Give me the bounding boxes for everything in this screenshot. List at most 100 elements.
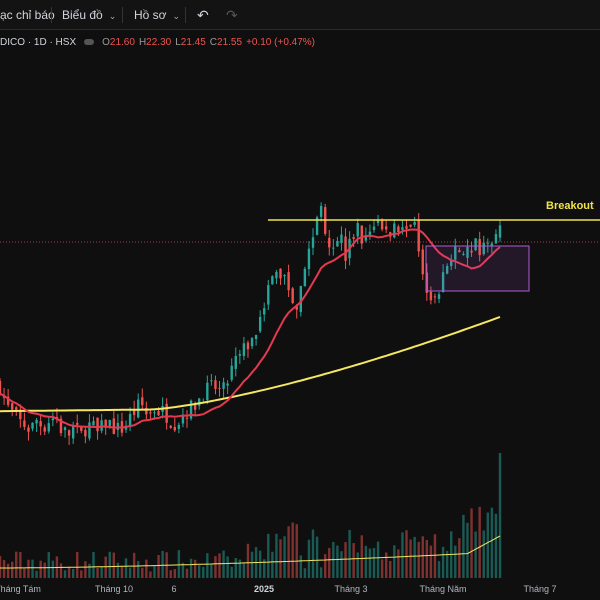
volume-bar [210,564,213,578]
volume-bar [417,541,420,578]
volume-bar [120,566,124,578]
volume-bar [149,571,152,578]
candle-body [429,291,433,301]
candle-body [470,250,473,253]
volume-bar [193,559,197,578]
volume-bar [393,545,396,578]
volume-bar [478,506,481,578]
candle-body [250,338,254,347]
volume-bar [202,566,205,578]
volume-bar [161,550,164,578]
volume-bar [153,565,156,578]
candle-body [409,224,412,227]
candle-body [6,396,10,405]
time-axis: Tháng Tám Tháng 10 6 2025 Tháng 3 Tháng … [0,578,600,600]
volume-bar [287,526,290,578]
volume-bar [71,568,75,578]
volume-bar [141,567,144,578]
volume-bar [470,508,473,578]
candle-body [356,223,359,237]
top-toolbar: ạc chỉ báo Biểu đồ ⌄ Hồ sơ ⌄ ↶ ↷ [0,0,600,30]
volume-bar [35,570,38,578]
indicators-menu[interactable]: ạc chỉ báo [0,0,55,30]
volume-bar [368,548,372,578]
volume-bar [157,554,160,578]
volume-bar [6,563,10,578]
volume-bar [230,566,233,578]
candles [0,202,502,445]
redo-icon[interactable]: ↷ [226,7,238,23]
profile-menu[interactable]: Hồ sơ ⌄ [134,0,180,30]
candle-body [51,418,55,421]
candle-body [84,429,87,437]
candle-body [315,217,319,235]
volume-bar [19,552,22,578]
undo-icon[interactable]: ↶ [197,7,209,23]
volume-bar [242,563,246,578]
volume-bar [47,552,50,578]
candle-body [384,226,388,230]
candle-body [132,410,136,415]
candle-body [112,418,116,434]
candle-body [482,242,485,255]
volume-bar [67,567,71,578]
volume-bar [226,556,229,578]
volume-bar [2,560,6,578]
volume-bar [63,570,67,578]
candle-body [417,219,420,252]
candle-body [295,306,298,310]
volume-bar [494,513,498,578]
candle-body [169,425,172,428]
toolbar-divider [51,7,52,23]
volume-bar [267,533,270,578]
volume-bar [128,567,132,578]
chevron-down-icon: ⌄ [172,11,181,21]
candle-body [303,268,307,287]
volume-bar [197,565,201,578]
volume-bar [271,551,274,578]
volume-bar [137,561,140,578]
volume-bar [336,545,339,578]
volume-bar [466,522,469,578]
candle-body [474,238,477,251]
candle-body [494,234,498,244]
candle-body [291,288,294,303]
volume-bar [10,561,14,578]
candle-body [450,259,453,267]
volume-bar [421,536,424,578]
candle-body [128,414,132,428]
symbol-legend: DICO · 1D · HSX O21.60 H22.30 L21.45 C21.55 +… [0,36,315,50]
volume-bar [116,562,120,578]
candle-body [279,268,282,279]
volume-bar [389,560,392,578]
candle-body [332,247,335,249]
candle-body [445,266,449,274]
volume-bar [433,534,437,578]
volume-bar [425,540,429,578]
candle-body [19,409,22,420]
candle-body [35,419,38,424]
consolidation-box[interactable] [425,245,530,292]
candle-body [267,285,270,305]
candle-body [466,246,469,258]
volume-bar [283,536,286,578]
candle-body [96,417,99,432]
chart-menu[interactable]: Biểu đồ ⌄ [62,0,116,30]
candle-body [405,226,408,229]
volume-bar [340,551,343,578]
candle-body [27,427,30,432]
profile-menu-label: Hồ sơ [134,8,167,22]
eye-icon[interactable] [84,38,95,45]
candle-body [458,250,461,253]
volume-bar [76,552,79,578]
symbol-label[interactable]: DICO · 1D · HSX [0,37,77,48]
candle-body [238,354,242,356]
candle-body [254,334,258,339]
volume-bar [437,561,441,578]
volume-bar [295,524,298,578]
candle-body [197,398,201,406]
volume-bar [84,561,87,578]
candle-body [336,240,339,247]
volume-bar [445,550,449,578]
